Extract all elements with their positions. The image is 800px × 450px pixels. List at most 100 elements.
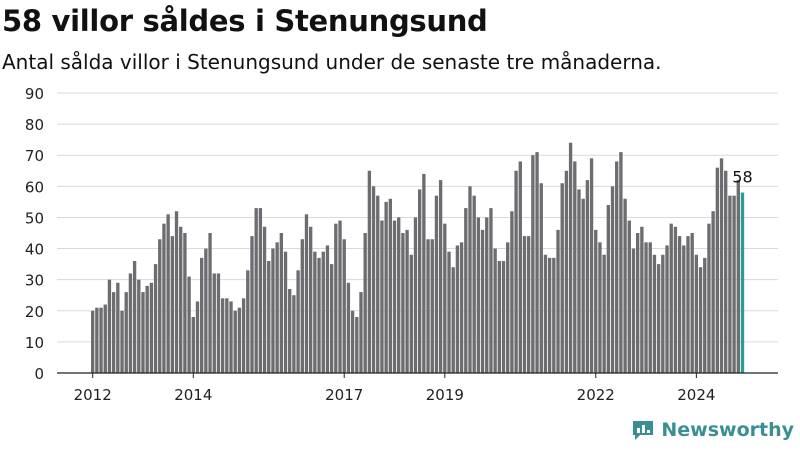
bar xyxy=(736,180,740,373)
bar xyxy=(95,307,99,373)
bar xyxy=(233,310,237,373)
bar xyxy=(279,233,283,373)
bar xyxy=(405,229,409,373)
bar xyxy=(191,317,195,373)
bar xyxy=(363,233,367,373)
bar xyxy=(531,155,535,373)
x-tick-label: 2019 xyxy=(426,386,464,404)
bar xyxy=(208,233,212,373)
bar xyxy=(350,310,355,373)
bar xyxy=(732,195,736,373)
bar xyxy=(397,217,401,373)
brand: Newsworthy xyxy=(631,418,794,442)
bar xyxy=(275,242,279,373)
bar xyxy=(371,186,376,373)
bar xyxy=(552,257,556,373)
bar xyxy=(631,248,636,373)
bar xyxy=(665,245,669,373)
bar xyxy=(527,236,531,373)
bar xyxy=(418,189,422,373)
bar xyxy=(111,292,116,373)
y-tick-label: 20 xyxy=(25,303,44,321)
bar xyxy=(317,257,321,373)
bar xyxy=(212,273,216,373)
bar xyxy=(623,198,627,373)
bar xyxy=(162,223,166,373)
x-tick-label: 2024 xyxy=(677,386,715,404)
bar xyxy=(334,223,338,373)
bar xyxy=(288,289,292,373)
bar xyxy=(388,198,392,373)
bar xyxy=(585,180,590,373)
bar xyxy=(283,251,288,373)
bar xyxy=(200,257,204,373)
bar xyxy=(627,220,631,373)
bar xyxy=(292,295,296,373)
bar xyxy=(648,242,652,373)
bar xyxy=(254,208,258,373)
bar xyxy=(145,285,149,373)
y-tick-label: 30 xyxy=(25,272,44,290)
bar xyxy=(124,292,128,373)
bar xyxy=(594,229,598,373)
bar xyxy=(187,276,191,373)
bar xyxy=(677,236,682,373)
bar xyxy=(367,170,372,373)
bar xyxy=(250,236,254,373)
highlight-value-label: 58 xyxy=(732,168,752,187)
bar xyxy=(682,245,686,373)
bar xyxy=(401,233,405,373)
bar xyxy=(300,239,304,373)
bar xyxy=(556,229,560,373)
bar xyxy=(296,270,300,373)
bar xyxy=(661,254,665,373)
bar-highlight xyxy=(740,192,745,373)
bar xyxy=(707,223,711,373)
bar xyxy=(220,298,225,373)
bar xyxy=(577,189,581,373)
y-tick-label: 70 xyxy=(25,147,44,165)
bar xyxy=(598,242,602,373)
y-tick-label: 40 xyxy=(25,241,44,259)
bar xyxy=(229,301,233,373)
bar xyxy=(711,211,715,373)
bar xyxy=(359,292,363,373)
bar xyxy=(355,317,359,373)
bar xyxy=(573,161,577,373)
bar xyxy=(304,214,309,373)
bar xyxy=(686,236,690,373)
bar xyxy=(547,257,552,373)
bar xyxy=(91,310,95,373)
bar xyxy=(501,261,506,373)
bar xyxy=(669,223,673,373)
bar xyxy=(703,257,707,373)
bar xyxy=(434,195,439,373)
brand-name: Newsworthy xyxy=(661,419,794,441)
bar xyxy=(183,233,187,373)
bar xyxy=(464,208,468,373)
bar xyxy=(459,242,464,373)
bar xyxy=(422,173,426,373)
bar xyxy=(438,180,443,373)
bar xyxy=(514,170,518,373)
bar xyxy=(430,239,434,373)
bar xyxy=(476,217,481,373)
bar xyxy=(120,310,124,373)
bar xyxy=(103,304,107,373)
y-tick-label: 50 xyxy=(25,209,44,227)
bar xyxy=(719,158,724,373)
bar xyxy=(602,254,606,373)
x-tick-label: 2014 xyxy=(174,386,212,404)
bar xyxy=(170,236,174,373)
bar xyxy=(107,279,112,373)
bar xyxy=(451,267,455,373)
bar xyxy=(690,233,694,373)
bar xyxy=(568,142,573,373)
bar xyxy=(728,195,732,373)
bar xyxy=(535,152,539,373)
x-tick-label: 2022 xyxy=(577,386,615,404)
bar xyxy=(338,220,342,373)
bar xyxy=(539,183,543,373)
bar xyxy=(132,261,137,373)
